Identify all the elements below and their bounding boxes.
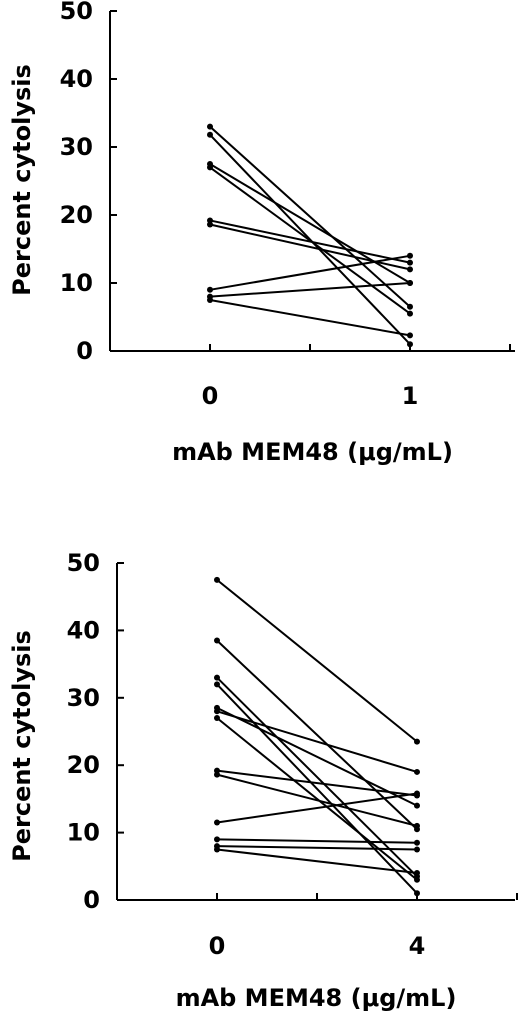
series-line	[216, 848, 418, 875]
data-point	[214, 771, 220, 778]
series-line	[216, 579, 418, 743]
series-line	[209, 125, 411, 308]
series-line	[209, 282, 411, 298]
series-line	[209, 223, 411, 271]
y-axis-title: Percent cytolysis	[8, 630, 36, 862]
data-point	[214, 637, 220, 644]
series-line	[216, 676, 418, 878]
series-line	[209, 219, 411, 264]
series-3	[207, 161, 413, 286]
series-8	[214, 767, 420, 799]
series-line	[216, 792, 418, 824]
data-point	[414, 768, 420, 775]
data-point	[214, 708, 220, 715]
series-line	[216, 710, 418, 773]
data-point	[407, 266, 413, 273]
series-line	[216, 845, 418, 851]
x-tick-label: 4	[409, 932, 426, 960]
data-point	[407, 252, 413, 259]
data-point	[214, 819, 220, 826]
series-line	[216, 717, 418, 881]
series-line	[216, 707, 418, 807]
series-10	[214, 790, 420, 826]
y-tick-label: 40	[60, 65, 93, 93]
y-axis-title: Percent cytolysis	[8, 64, 36, 296]
x-axis-title: mAb MEM48 (μg/mL)	[172, 438, 453, 466]
data-point	[414, 822, 420, 829]
y-tick-label: 10	[60, 269, 93, 297]
series-9	[207, 297, 413, 339]
data-point	[207, 131, 213, 138]
series-1	[214, 576, 420, 745]
y-tick-label: 10	[67, 819, 100, 847]
series-7	[207, 252, 413, 293]
x-tick-label: 0	[209, 932, 226, 960]
data-point	[414, 790, 420, 797]
data-point	[214, 836, 220, 843]
series-6	[207, 221, 413, 273]
y-tick-label: 20	[60, 201, 93, 229]
series-line	[209, 163, 411, 284]
y-tick-label: 20	[67, 751, 100, 779]
data-point	[207, 297, 213, 303]
y-tick-label: 0	[83, 886, 100, 914]
chart-panel-2: 0 10 20 30 40 50 0 4 mAb MEM48 (μg/mL) Percent cy…	[8, 549, 518, 1012]
data-point	[414, 876, 420, 883]
series-5	[207, 217, 413, 266]
series-11	[214, 836, 420, 846]
series-line	[216, 683, 418, 894]
series-12	[214, 843, 420, 853]
y-tick-label: 50	[60, 0, 93, 25]
series-line	[216, 769, 418, 797]
data-point	[414, 846, 420, 853]
series-line	[216, 773, 418, 827]
x-axis-title: mAb MEM48 (μg/mL)	[176, 984, 457, 1012]
data-point	[207, 221, 213, 228]
data-point	[414, 870, 420, 877]
chart-panel-1: 0 10 20 30 40 50 0 1 mAb MEM48 (μg/mL) Percent cy…	[8, 0, 515, 466]
data-point	[214, 846, 220, 853]
y-tick-label: 40	[67, 616, 100, 644]
series-6	[214, 708, 420, 775]
data-point	[414, 738, 420, 745]
data-point	[414, 890, 420, 897]
data-point	[407, 341, 413, 348]
series-line	[209, 254, 411, 291]
data-point	[407, 303, 413, 310]
x-tick-label: 1	[402, 382, 419, 410]
y-tick-label: 30	[67, 684, 100, 712]
data-point	[414, 839, 420, 846]
y-tick-label: 0	[76, 337, 93, 365]
y-tick-label: 50	[67, 549, 100, 577]
y-tick-label: 30	[60, 133, 93, 161]
series-7	[214, 715, 420, 883]
data-point	[407, 310, 413, 317]
data-point	[207, 286, 213, 293]
data-point	[214, 715, 220, 722]
data-point	[207, 123, 213, 130]
x-tick-label: 0	[202, 382, 219, 410]
series-line	[209, 299, 411, 337]
data-point	[207, 164, 213, 171]
series-9	[214, 771, 420, 829]
data-point	[214, 681, 220, 688]
data-point	[407, 259, 413, 266]
series-2	[214, 637, 420, 833]
series-line	[216, 838, 418, 844]
series-1	[207, 123, 413, 310]
data-point	[214, 674, 220, 681]
series-13	[214, 846, 420, 877]
data-point	[407, 280, 413, 286]
data-point	[414, 802, 420, 809]
series-4	[214, 681, 420, 897]
data-point	[407, 332, 413, 339]
data-point	[214, 576, 220, 583]
